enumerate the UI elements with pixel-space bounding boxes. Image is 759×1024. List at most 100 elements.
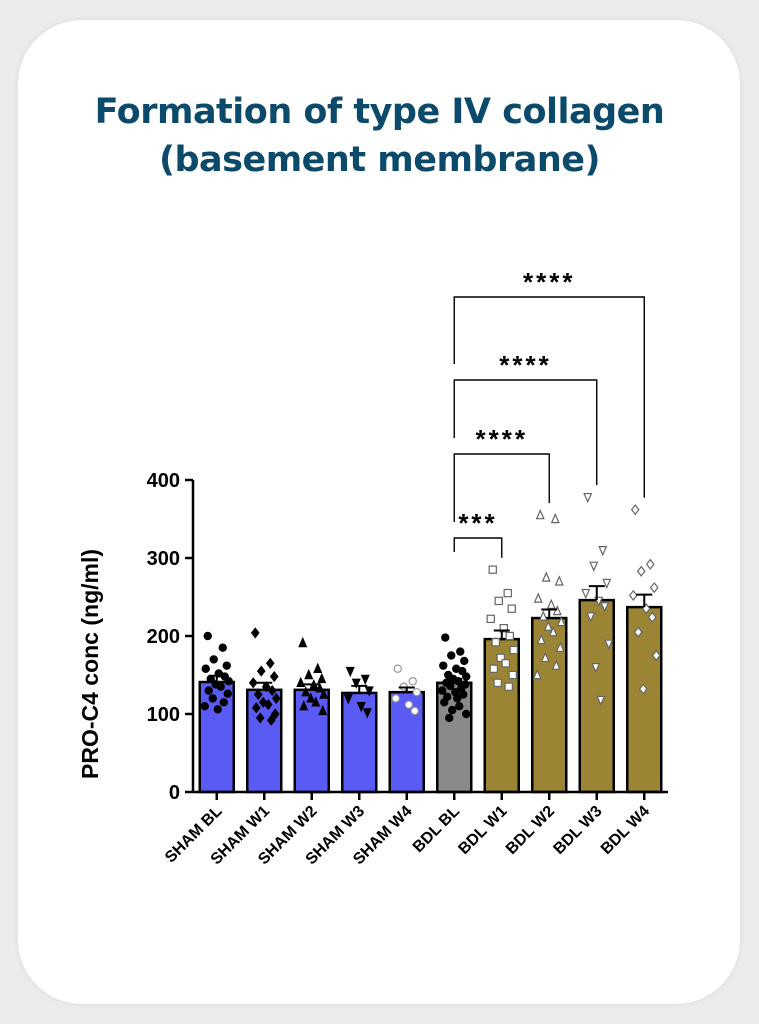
data-point [208, 694, 217, 703]
data-point-mark [651, 649, 661, 662]
x-tick-label: BDL W2 [503, 803, 558, 858]
data-point-mark [535, 509, 545, 520]
data-point-mark [458, 666, 467, 676]
data-point-mark [213, 705, 222, 714]
data-point [446, 681, 455, 691]
data-point-mark [489, 664, 498, 673]
data-point [201, 664, 210, 673]
data-point [638, 683, 648, 695]
data-point [445, 713, 454, 723]
data-point [507, 604, 516, 613]
data-point [459, 690, 468, 699]
data-point-mark [453, 694, 462, 703]
data-point [488, 565, 497, 574]
data-point [269, 670, 279, 683]
data-point [356, 701, 366, 713]
data-point-mark [251, 702, 261, 714]
data-point [456, 647, 465, 656]
data-point [253, 688, 263, 701]
data-point [458, 666, 467, 676]
data-point [213, 705, 222, 714]
data-point [219, 698, 228, 707]
data-point [489, 664, 498, 673]
data-point [410, 706, 419, 716]
data-point [351, 678, 361, 689]
data-point [604, 639, 614, 650]
significance-label: **** [476, 424, 528, 454]
data-point [258, 696, 268, 708]
data-point-mark [271, 692, 281, 704]
data-point [453, 694, 462, 703]
data-point [583, 492, 593, 504]
data-point [448, 705, 457, 715]
data-point [533, 592, 543, 603]
data-point-mark [462, 709, 471, 719]
data-point-mark [306, 692, 316, 703]
y-axis-label: PRO-C4 conc (ng/ml) [77, 549, 103, 779]
data-point [250, 627, 260, 639]
data-point-mark [638, 683, 648, 695]
data-point [630, 504, 640, 516]
data-point [486, 614, 495, 624]
data-point [439, 661, 448, 670]
data-point-mark [645, 558, 655, 570]
bar-sham-w2 [293, 688, 330, 794]
data-point-mark [258, 696, 268, 708]
data-point-mark [391, 694, 400, 703]
data-point [501, 659, 510, 668]
data-point [651, 649, 661, 662]
card-background [18, 20, 740, 1004]
data-point [494, 596, 503, 606]
data-point-mark [633, 626, 643, 638]
data-point [200, 702, 209, 711]
data-point [270, 708, 280, 720]
data-point [408, 677, 417, 686]
data-point-mark [343, 694, 353, 705]
data-point [532, 668, 542, 680]
data-point [313, 662, 323, 673]
data-point-mark [218, 643, 227, 652]
data-point [404, 700, 413, 709]
data-point-mark [536, 633, 546, 645]
data-point [499, 623, 508, 633]
data-point-mark [265, 657, 275, 669]
data-point-mark [647, 611, 657, 623]
data-point-mark [604, 639, 614, 650]
data-point-mark [439, 661, 448, 670]
data-point [455, 702, 464, 711]
data-point [552, 604, 562, 616]
data-point-mark [552, 604, 562, 616]
data-point [248, 677, 258, 689]
data-point [393, 664, 402, 673]
data-point [508, 670, 517, 680]
data-point-mark [636, 565, 646, 577]
data-point-mark [550, 512, 560, 524]
data-point-mark [203, 631, 212, 641]
significance-bracket [453, 296, 645, 498]
data-point [548, 626, 558, 637]
data-point-mark [459, 690, 468, 699]
data-point [317, 672, 327, 684]
data-point-mark [208, 694, 217, 703]
data-point-mark [315, 682, 325, 693]
data-point-mark [538, 610, 548, 621]
data-point-mark [201, 664, 210, 673]
data-point-mark [319, 688, 329, 699]
data-point [496, 653, 505, 663]
data-point-mark [256, 665, 266, 677]
data-point-mark [548, 626, 558, 637]
data-point [628, 589, 638, 602]
data-point-mark [311, 696, 321, 707]
data-point [460, 656, 469, 666]
data-point-mark [440, 698, 449, 707]
data-point-mark [356, 701, 366, 713]
data-point-mark [556, 615, 566, 627]
data-point-mark [441, 633, 450, 642]
data-point [343, 694, 353, 705]
data-point-mark [298, 636, 308, 648]
data-point-mark [598, 545, 608, 557]
x-tick-label: BDL W4 [598, 803, 653, 858]
data-point-mark [267, 685, 277, 697]
data-point [647, 611, 657, 623]
data-point [462, 672, 471, 681]
